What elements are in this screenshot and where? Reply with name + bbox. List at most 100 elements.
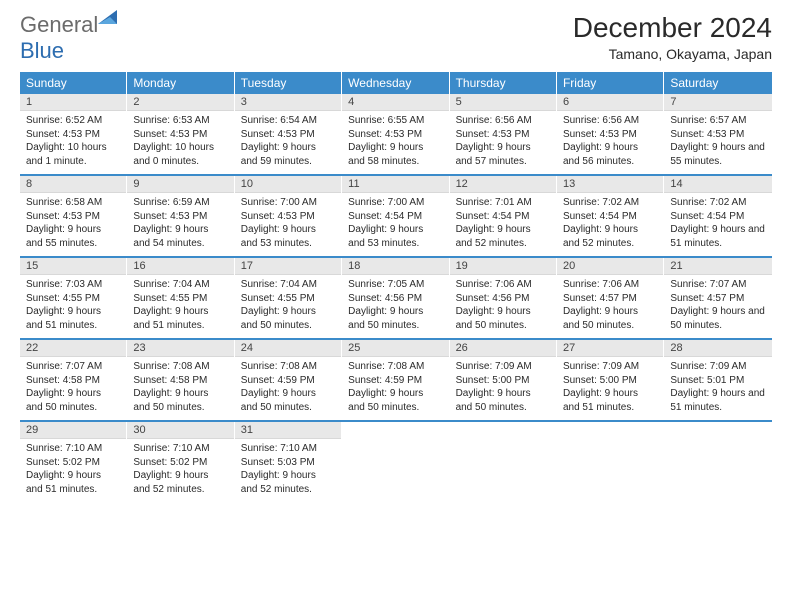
day-cell: 4Sunrise: 6:55 AMSunset: 4:53 PMDaylight… bbox=[342, 94, 449, 174]
daylight-text: Daylight: 9 hours and 50 minutes. bbox=[241, 387, 335, 414]
daylight-text: Daylight: 9 hours and 52 minutes. bbox=[133, 469, 227, 496]
sunrise-text: Sunrise: 6:52 AM bbox=[26, 114, 120, 128]
sunset-text: Sunset: 4:56 PM bbox=[348, 292, 442, 306]
day-cell: 16Sunrise: 7:04 AMSunset: 4:55 PMDayligh… bbox=[127, 258, 234, 338]
daylight-text: Daylight: 9 hours and 50 minutes. bbox=[241, 305, 335, 332]
day-number: 6 bbox=[557, 94, 663, 111]
sunset-text: Sunset: 4:53 PM bbox=[456, 128, 550, 142]
empty-day bbox=[450, 422, 556, 438]
day-number: 13 bbox=[557, 176, 663, 193]
day-cell: 9Sunrise: 6:59 AMSunset: 4:53 PMDaylight… bbox=[127, 176, 234, 256]
sunset-text: Sunset: 4:55 PM bbox=[241, 292, 335, 306]
day-body: Sunrise: 7:10 AMSunset: 5:02 PMDaylight:… bbox=[20, 439, 126, 502]
day-body: Sunrise: 7:04 AMSunset: 4:55 PMDaylight:… bbox=[235, 275, 341, 338]
day-number: 9 bbox=[127, 176, 233, 193]
sunrise-text: Sunrise: 7:09 AM bbox=[563, 360, 657, 374]
daylight-text: Daylight: 9 hours and 51 minutes. bbox=[670, 223, 765, 250]
day-number: 25 bbox=[342, 340, 448, 357]
sunrise-text: Sunrise: 7:10 AM bbox=[133, 442, 227, 456]
day-number: 30 bbox=[127, 422, 233, 439]
sunrise-text: Sunrise: 7:08 AM bbox=[133, 360, 227, 374]
day-body: Sunrise: 6:52 AMSunset: 4:53 PMDaylight:… bbox=[20, 111, 126, 174]
day-body: Sunrise: 7:02 AMSunset: 4:54 PMDaylight:… bbox=[557, 193, 663, 256]
daylight-text: Daylight: 9 hours and 53 minutes. bbox=[348, 223, 442, 250]
day-cell: 17Sunrise: 7:04 AMSunset: 4:55 PMDayligh… bbox=[235, 258, 342, 338]
month-title: December 2024 bbox=[573, 12, 772, 44]
day-body: Sunrise: 7:09 AMSunset: 5:00 PMDaylight:… bbox=[450, 357, 556, 420]
daylight-text: Daylight: 10 hours and 0 minutes. bbox=[133, 141, 227, 168]
day-body: Sunrise: 7:03 AMSunset: 4:55 PMDaylight:… bbox=[20, 275, 126, 338]
sunrise-text: Sunrise: 7:04 AM bbox=[133, 278, 227, 292]
daylight-text: Daylight: 9 hours and 53 minutes. bbox=[241, 223, 335, 250]
day-body: Sunrise: 7:08 AMSunset: 4:58 PMDaylight:… bbox=[127, 357, 233, 420]
daylight-text: Daylight: 9 hours and 54 minutes. bbox=[133, 223, 227, 250]
day-cell: 24Sunrise: 7:08 AMSunset: 4:59 PMDayligh… bbox=[235, 340, 342, 420]
day-body: Sunrise: 7:06 AMSunset: 4:57 PMDaylight:… bbox=[557, 275, 663, 338]
day-cell: 14Sunrise: 7:02 AMSunset: 4:54 PMDayligh… bbox=[664, 176, 771, 256]
day-number: 3 bbox=[235, 94, 341, 111]
sunset-text: Sunset: 4:57 PM bbox=[670, 292, 765, 306]
sunrise-text: Sunrise: 7:00 AM bbox=[241, 196, 335, 210]
sunrise-text: Sunrise: 6:59 AM bbox=[133, 196, 227, 210]
sunset-text: Sunset: 4:58 PM bbox=[26, 374, 120, 388]
week-row: 15Sunrise: 7:03 AMSunset: 4:55 PMDayligh… bbox=[20, 258, 772, 340]
day-body: Sunrise: 7:08 AMSunset: 4:59 PMDaylight:… bbox=[235, 357, 341, 420]
sunset-text: Sunset: 4:59 PM bbox=[241, 374, 335, 388]
day-number: 20 bbox=[557, 258, 663, 275]
day-body: Sunrise: 7:10 AMSunset: 5:03 PMDaylight:… bbox=[235, 439, 341, 502]
sunset-text: Sunset: 4:56 PM bbox=[456, 292, 550, 306]
empty-day bbox=[557, 422, 663, 438]
day-cell bbox=[342, 422, 449, 502]
day-cell: 5Sunrise: 6:56 AMSunset: 4:53 PMDaylight… bbox=[450, 94, 557, 174]
brand-part1: General bbox=[20, 12, 98, 37]
day-number: 15 bbox=[20, 258, 126, 275]
sunrise-text: Sunrise: 6:53 AM bbox=[133, 114, 227, 128]
day-cell: 7Sunrise: 6:57 AMSunset: 4:53 PMDaylight… bbox=[664, 94, 771, 174]
day-cell: 26Sunrise: 7:09 AMSunset: 5:00 PMDayligh… bbox=[450, 340, 557, 420]
day-number: 19 bbox=[450, 258, 556, 275]
day-body: Sunrise: 7:00 AMSunset: 4:54 PMDaylight:… bbox=[342, 193, 448, 256]
sunset-text: Sunset: 4:54 PM bbox=[563, 210, 657, 224]
sunrise-text: Sunrise: 7:08 AM bbox=[241, 360, 335, 374]
day-cell: 10Sunrise: 7:00 AMSunset: 4:53 PMDayligh… bbox=[235, 176, 342, 256]
day-body: Sunrise: 7:01 AMSunset: 4:54 PMDaylight:… bbox=[450, 193, 556, 256]
day-cell bbox=[557, 422, 664, 502]
day-cell: 28Sunrise: 7:09 AMSunset: 5:01 PMDayligh… bbox=[664, 340, 771, 420]
day-cell bbox=[450, 422, 557, 502]
day-body: Sunrise: 7:10 AMSunset: 5:02 PMDaylight:… bbox=[127, 439, 233, 502]
day-cell: 23Sunrise: 7:08 AMSunset: 4:58 PMDayligh… bbox=[127, 340, 234, 420]
week-row: 22Sunrise: 7:07 AMSunset: 4:58 PMDayligh… bbox=[20, 340, 772, 422]
sunset-text: Sunset: 4:54 PM bbox=[348, 210, 442, 224]
sail-icon bbox=[96, 6, 122, 31]
empty-day bbox=[342, 422, 448, 438]
sunrise-text: Sunrise: 7:06 AM bbox=[456, 278, 550, 292]
day-body: Sunrise: 7:05 AMSunset: 4:56 PMDaylight:… bbox=[342, 275, 448, 338]
day-number: 4 bbox=[342, 94, 448, 111]
daylight-text: Daylight: 9 hours and 50 minutes. bbox=[348, 305, 442, 332]
sunset-text: Sunset: 5:01 PM bbox=[670, 374, 765, 388]
calendar-page: GeneralBlue December 2024 Tamano, Okayam… bbox=[0, 0, 792, 512]
title-block: December 2024 Tamano, Okayama, Japan bbox=[573, 12, 772, 62]
sunrise-text: Sunrise: 7:09 AM bbox=[456, 360, 550, 374]
location-text: Tamano, Okayama, Japan bbox=[573, 46, 772, 62]
sunrise-text: Sunrise: 7:10 AM bbox=[26, 442, 120, 456]
page-header: GeneralBlue December 2024 Tamano, Okayam… bbox=[20, 12, 772, 64]
day-cell: 19Sunrise: 7:06 AMSunset: 4:56 PMDayligh… bbox=[450, 258, 557, 338]
weekday-header: Tuesday bbox=[235, 72, 342, 94]
daylight-text: Daylight: 9 hours and 51 minutes. bbox=[133, 305, 227, 332]
sunset-text: Sunset: 4:55 PM bbox=[26, 292, 120, 306]
sunset-text: Sunset: 4:53 PM bbox=[348, 128, 442, 142]
day-body: Sunrise: 7:00 AMSunset: 4:53 PMDaylight:… bbox=[235, 193, 341, 256]
daylight-text: Daylight: 9 hours and 50 minutes. bbox=[26, 387, 120, 414]
day-number: 5 bbox=[450, 94, 556, 111]
day-body: Sunrise: 7:07 AMSunset: 4:57 PMDaylight:… bbox=[664, 275, 771, 338]
day-body: Sunrise: 6:55 AMSunset: 4:53 PMDaylight:… bbox=[342, 111, 448, 174]
daylight-text: Daylight: 9 hours and 50 minutes. bbox=[563, 305, 657, 332]
sunset-text: Sunset: 4:55 PM bbox=[133, 292, 227, 306]
sunset-text: Sunset: 5:02 PM bbox=[26, 456, 120, 470]
day-number: 18 bbox=[342, 258, 448, 275]
day-cell: 22Sunrise: 7:07 AMSunset: 4:58 PMDayligh… bbox=[20, 340, 127, 420]
sunrise-text: Sunrise: 7:06 AM bbox=[563, 278, 657, 292]
day-body: Sunrise: 6:58 AMSunset: 4:53 PMDaylight:… bbox=[20, 193, 126, 256]
day-cell: 20Sunrise: 7:06 AMSunset: 4:57 PMDayligh… bbox=[557, 258, 664, 338]
